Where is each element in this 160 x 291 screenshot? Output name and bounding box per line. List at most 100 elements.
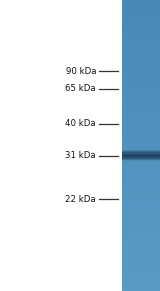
Bar [122, 277, 160, 279]
Bar [122, 132, 160, 134]
Bar [122, 134, 160, 136]
Bar [122, 196, 160, 198]
Bar [122, 287, 160, 289]
Bar [122, 17, 160, 19]
Bar [122, 186, 160, 188]
Bar [122, 9, 160, 12]
Bar [122, 242, 160, 244]
Bar [122, 225, 160, 227]
Bar [122, 155, 160, 157]
Text: 65 kDa: 65 kDa [65, 84, 96, 93]
Bar [122, 66, 160, 68]
Bar [122, 275, 160, 277]
Bar [122, 112, 160, 114]
Bar [122, 168, 160, 171]
Bar [122, 159, 160, 160]
Bar [122, 120, 160, 122]
Bar [122, 209, 160, 212]
Bar [122, 46, 160, 49]
Bar [122, 171, 160, 173]
Bar [122, 258, 160, 260]
Bar [122, 155, 160, 156]
Bar [122, 79, 160, 81]
Bar [122, 68, 160, 70]
Bar [122, 240, 160, 242]
Bar [122, 42, 160, 45]
Bar [122, 172, 160, 175]
Bar [122, 153, 160, 154]
Bar [122, 200, 160, 202]
Bar [122, 203, 160, 206]
Bar [122, 236, 160, 239]
Bar [122, 118, 160, 120]
Bar [122, 229, 160, 231]
Bar [122, 89, 160, 91]
Bar [122, 91, 160, 93]
Bar [122, 62, 160, 64]
Bar [122, 157, 160, 158]
Bar [122, 188, 160, 190]
Bar [122, 27, 160, 29]
Bar [122, 150, 160, 151]
Bar [122, 110, 160, 113]
Bar [122, 93, 160, 95]
Bar [122, 48, 160, 50]
Bar [122, 151, 160, 152]
Bar [122, 279, 160, 281]
Bar [122, 248, 160, 250]
Bar [122, 283, 160, 285]
Bar [122, 165, 160, 167]
Bar [122, 256, 160, 258]
Bar [122, 104, 160, 107]
Bar [122, 37, 160, 39]
Text: 40 kDa: 40 kDa [65, 119, 96, 128]
Bar [122, 254, 160, 256]
Bar [122, 238, 160, 241]
Bar [122, 264, 160, 266]
Bar [122, 15, 160, 17]
Bar [122, 159, 160, 161]
Bar [122, 116, 160, 118]
Bar [122, 149, 160, 151]
Bar [122, 11, 160, 14]
Bar [122, 194, 160, 196]
Bar [122, 159, 160, 160]
Bar [122, 114, 160, 116]
Bar [122, 145, 160, 148]
Bar [122, 87, 160, 89]
Bar [122, 75, 160, 78]
Bar [122, 19, 160, 21]
Bar [122, 6, 160, 8]
Bar [122, 273, 160, 276]
Bar [122, 156, 160, 157]
Bar [122, 33, 160, 35]
Bar [122, 262, 160, 264]
Bar [122, 289, 160, 291]
Bar [122, 192, 160, 194]
Bar [122, 97, 160, 99]
Bar [122, 35, 160, 37]
Bar [122, 246, 160, 248]
Bar [122, 31, 160, 33]
Bar [122, 213, 160, 215]
Bar [122, 108, 160, 111]
Bar [122, 128, 160, 130]
Bar [122, 190, 160, 192]
Bar [122, 166, 160, 169]
Bar [122, 99, 160, 101]
Bar [122, 13, 160, 15]
Bar [122, 73, 160, 76]
Bar [122, 180, 160, 182]
Bar [122, 155, 160, 156]
Bar [122, 285, 160, 287]
Bar [122, 153, 160, 155]
Bar [122, 130, 160, 132]
Bar [122, 58, 160, 60]
Bar [122, 64, 160, 66]
Bar [122, 147, 160, 149]
Bar [122, 223, 160, 225]
Bar [122, 154, 160, 155]
Bar [122, 269, 160, 272]
Bar [122, 158, 160, 159]
Bar [122, 163, 160, 165]
